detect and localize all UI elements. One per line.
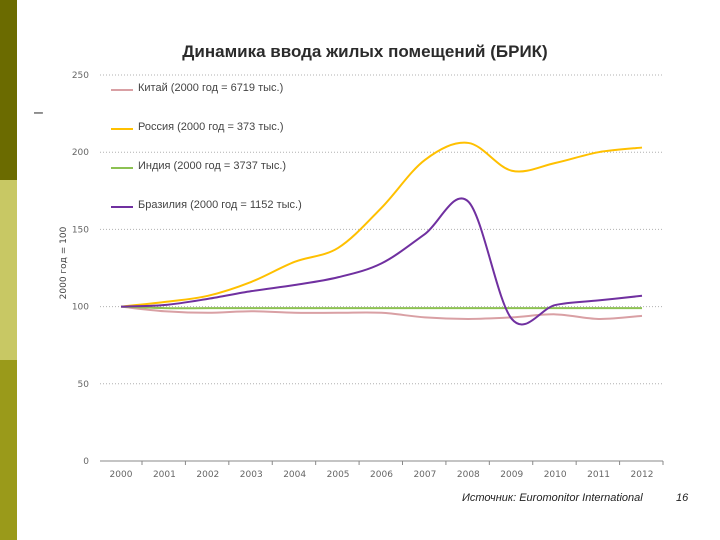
legend-swatch-india <box>111 167 133 169</box>
x-tick-label-2006: 2006 <box>370 470 393 480</box>
page-number: 16 <box>676 492 689 504</box>
x-tick-label-2002: 2002 <box>196 470 219 480</box>
y-tick-label-200: 200 <box>72 148 89 158</box>
x-tick-label-2005: 2005 <box>327 470 350 480</box>
y-tick-label-250: 250 <box>72 71 89 81</box>
y-tick-label-50: 50 <box>78 380 90 390</box>
series-line-india <box>120 305 642 310</box>
x-tick-label-2004: 2004 <box>283 470 306 480</box>
legend-swatch-russia <box>111 128 133 130</box>
y-axis-label: 2000 год = 100 <box>59 226 69 299</box>
sidebar-accent-bottom <box>0 360 17 540</box>
x-tick-label-2008: 2008 <box>457 470 480 480</box>
x-tick-label-2007: 2007 <box>413 470 436 480</box>
legend-swatch-brazil <box>111 206 133 208</box>
sidebar-accent-middle <box>0 180 17 360</box>
y-tick-label-150: 150 <box>72 225 89 235</box>
legend-label-china: Китай (2000 год = 6719 тыс.) <box>138 82 284 94</box>
x-tick-label-2009: 2009 <box>500 470 523 480</box>
x-tick-label-2011: 2011 <box>587 470 610 480</box>
source-note: Источник: Euromonitor International <box>462 492 643 504</box>
y-tick-label-0: 0 <box>83 457 89 467</box>
x-tick-label-2010: 2010 <box>544 470 567 480</box>
y-tick-label-100: 100 <box>72 303 89 313</box>
legend-label-india: Индия (2000 год = 3737 тыс.) <box>138 160 287 172</box>
legend-label-brazil: Бразилия (2000 год = 1152 тыс.) <box>138 199 302 211</box>
series-line-brazil <box>120 197 643 326</box>
x-tick-label-2012: 2012 <box>631 470 654 480</box>
x-tick-label-2003: 2003 <box>240 470 263 480</box>
x-tick-label-2000: 2000 <box>110 470 133 480</box>
series-line-russia <box>120 141 643 308</box>
legend-label-russia: Россия (2000 год = 373 тыс.) <box>138 121 284 133</box>
slide-dash: – <box>34 104 43 121</box>
legend-swatch-china <box>111 89 133 91</box>
slide-title: Динамика ввода жилых помещений (БРИК) <box>182 42 548 61</box>
series-line-china <box>120 305 643 320</box>
sidebar-accent-top <box>0 0 17 180</box>
x-tick-label-2001: 2001 <box>153 470 176 480</box>
